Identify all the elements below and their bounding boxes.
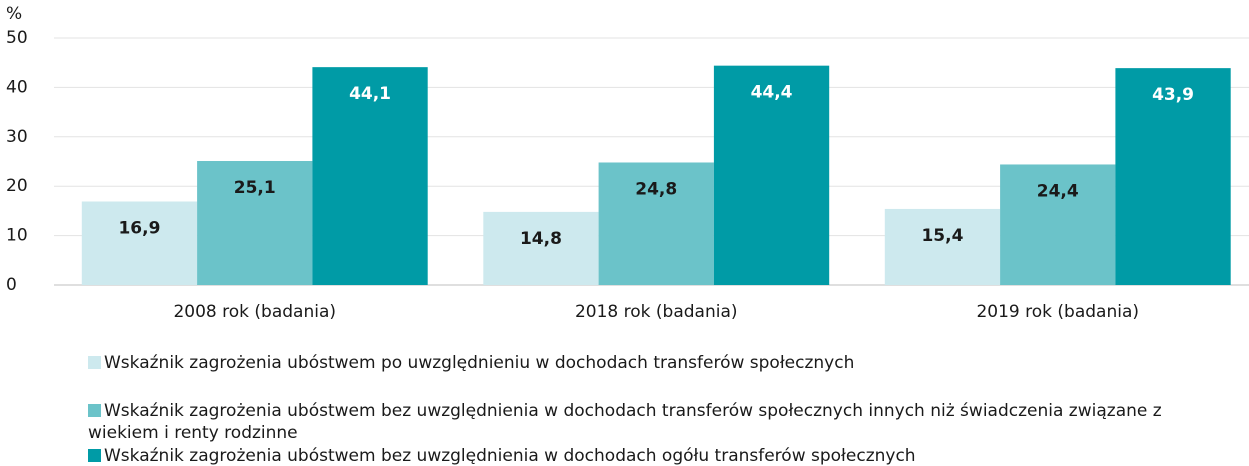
bar (1000, 164, 1116, 285)
bar (598, 162, 714, 285)
x-tick-label: 2008 rok (badania) (173, 302, 336, 322)
y-tick-label: 20 (6, 176, 28, 196)
data-label: 43,9 (1152, 85, 1194, 105)
legend-item: Wskaźnik zagrożenia ubóstwem bez uwzględ… (88, 400, 1218, 444)
bar (312, 67, 428, 285)
legend-item: Wskaźnik zagrożenia ubóstwem po uwzględn… (88, 352, 1218, 374)
data-label: 14,8 (520, 229, 562, 249)
data-label: 25,1 (234, 178, 276, 198)
y-tick-label: 50 (6, 28, 28, 48)
y-axis-label: % (6, 4, 22, 24)
x-tick-label: 2019 rok (badania) (976, 302, 1139, 322)
y-tick-label: 30 (6, 127, 28, 147)
data-label: 16,9 (118, 219, 160, 239)
legend-swatch (88, 404, 101, 417)
data-label: 44,1 (349, 84, 391, 104)
legend-label: Wskaźnik zagrożenia ubóstwem bez uwzględ… (104, 446, 916, 466)
y-tick-label: 0 (6, 275, 17, 295)
bar (483, 211, 599, 285)
bar (1115, 68, 1231, 285)
y-tick-label: 40 (6, 77, 28, 97)
data-label: 24,4 (1037, 181, 1079, 201)
legend-swatch (88, 356, 101, 369)
bar (197, 161, 313, 285)
x-tick-label: 2018 rok (badania) (575, 302, 738, 322)
legend-label: Wskaźnik zagrożenia ubóstwem po uwzględn… (104, 353, 855, 373)
data-label: 15,4 (921, 226, 963, 246)
legend-swatch (88, 449, 101, 462)
bar (884, 208, 1001, 285)
legend-item: Wskaźnik zagrożenia ubóstwem bez uwzględ… (88, 445, 1218, 466)
y-tick-label: 10 (6, 226, 28, 246)
data-label: 44,4 (751, 83, 793, 103)
bar (81, 201, 198, 285)
data-label: 24,8 (635, 179, 677, 199)
legend-label: Wskaźnik zagrożenia ubóstwem bez uwzględ… (88, 401, 1162, 443)
bar (713, 65, 830, 285)
